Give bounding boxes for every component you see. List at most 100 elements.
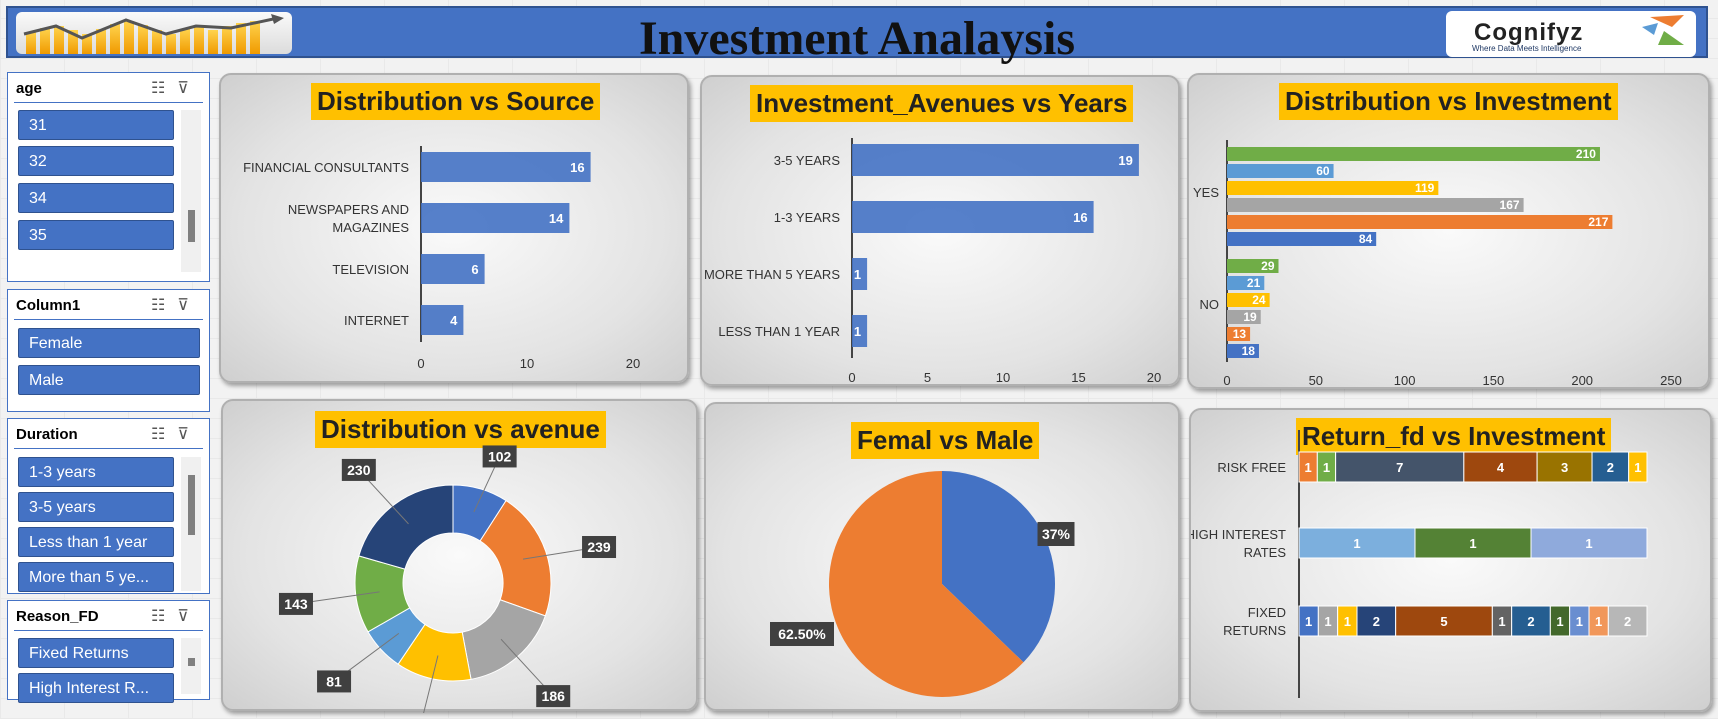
clear-filter-icon[interactable]: ⊽	[177, 297, 201, 314]
category-label: RATES	[1244, 545, 1287, 560]
tick-label: 50	[1309, 373, 1323, 388]
category-label: LESS THAN 1 YEAR	[718, 324, 840, 339]
data-label: 13	[1233, 327, 1247, 341]
slicer-item-high-interest-rates[interactable]: High Interest R...	[18, 673, 174, 703]
bar	[1227, 215, 1613, 229]
data-label: 186	[542, 688, 566, 704]
category-label: NEWSPAPERS AND	[288, 202, 409, 217]
category-label: 3-5 YEARS	[774, 153, 841, 168]
chart-title: Distribution vs avenue	[315, 411, 606, 448]
age-slicer: age ☷⊽ 31 32 34 35	[7, 72, 210, 282]
chart-title: Investment_Avenues vs Years	[750, 85, 1134, 122]
category-label: RETURNS	[1223, 623, 1286, 638]
data-label: 3	[1561, 460, 1568, 475]
data-label: 24	[1252, 293, 1266, 307]
slicer-item-more-than-5-years[interactable]: More than 5 ye...	[18, 562, 174, 592]
slicer-item-female[interactable]: Female	[18, 328, 200, 358]
tick-label: 200	[1571, 373, 1593, 388]
clear-filter-icon[interactable]: ⊽	[177, 608, 201, 625]
slicer-item-3-5-years[interactable]: 3-5 years	[18, 492, 174, 522]
data-label: 84	[1359, 232, 1373, 246]
donut-slice	[358, 484, 454, 570]
bar	[1227, 198, 1524, 212]
data-label: 62.50%	[778, 626, 826, 642]
bar-segment	[1511, 605, 1551, 637]
tick-label: 250	[1660, 373, 1682, 388]
data-label: 1	[1585, 536, 1592, 551]
bar	[1227, 164, 1334, 178]
slicer-item-fixed-returns[interactable]: Fixed Returns	[18, 638, 174, 668]
category-label: MORE THAN 5 YEARS	[704, 267, 840, 282]
multiselect-icon[interactable]: ☷	[150, 426, 178, 443]
data-label: 5	[1440, 614, 1447, 629]
slicer-item-less-than-1-year[interactable]: Less than 1 year	[18, 527, 174, 557]
distribution-vs-avenue-panel[interactable]: Distribution vs avenue 10223918613981143…	[221, 399, 698, 713]
category-label: 1-3 YEARS	[774, 210, 841, 225]
multiselect-icon[interactable]: ☷	[150, 80, 178, 97]
bar	[1227, 276, 1265, 290]
category-label: FIXED	[1248, 605, 1286, 620]
data-label: 1	[1556, 614, 1563, 629]
clear-filter-icon[interactable]: ⊽	[177, 426, 201, 443]
data-label: 1	[854, 324, 861, 339]
data-label: 2	[1607, 460, 1614, 475]
tick-label: 5	[924, 370, 931, 385]
data-label: 1	[1498, 614, 1505, 629]
multiselect-icon[interactable]: ☷	[150, 297, 178, 314]
tick-label: 0	[1223, 373, 1230, 388]
data-label: 2	[1624, 614, 1631, 629]
label-box	[317, 670, 352, 693]
brand-mark-icon	[1642, 15, 1684, 45]
slicer-item-1-3-years[interactable]: 1-3 years	[18, 457, 174, 487]
distribution-vs-investment-panel[interactable]: Distribution vs Investment 210 60 119 167 21…	[1187, 73, 1710, 389]
clear-filter-icon[interactable]: ⊽	[177, 80, 201, 97]
data-label: 1	[1305, 614, 1312, 629]
bar-segment	[1463, 451, 1538, 483]
slicer-title: Column1	[16, 297, 81, 314]
investment-avenues-vs-years-chart: 19 3-5 YEARS 16 1-3 YEARS 1 MORE THAN 5 YEARS…	[704, 138, 1161, 385]
label-box	[1037, 522, 1075, 546]
bar-segment	[1607, 605, 1648, 637]
data-label: 143	[284, 596, 308, 612]
slicer-item-34[interactable]: 34	[18, 183, 174, 213]
data-label: 14	[549, 211, 564, 226]
data-label: 1	[1344, 614, 1351, 629]
data-label: 1	[1305, 460, 1312, 475]
multiselect-icon[interactable]: ☷	[150, 608, 178, 625]
data-label: 1	[854, 267, 861, 282]
duration-slicer: Duration ☷⊽ 1-3 years 3-5 years Less tha…	[7, 418, 210, 594]
slicer-item-32[interactable]: 32	[18, 146, 174, 176]
tick-label: 20	[1147, 370, 1161, 385]
tick-label: 150	[1483, 373, 1505, 388]
slicer-item-31[interactable]: 31	[18, 110, 174, 140]
bar-segment	[1335, 451, 1465, 483]
female-vs-male-panel[interactable]: Femal vs Male 37% 62.50%	[704, 402, 1180, 711]
tick-label: 15	[1071, 370, 1085, 385]
dashboard-header: Investment Analaysis Cognifyz Where Data…	[6, 6, 1708, 65]
category-label: INTERNET	[344, 313, 409, 328]
column1-slicer: Column1 ☷⊽ Female Male	[7, 289, 210, 412]
data-label: 230	[347, 462, 371, 478]
distribution-vs-source-panel[interactable]: Distribution vs Source 16 FINANCIAL CONSU…	[219, 73, 689, 383]
slicer-item-male[interactable]: Male	[18, 365, 200, 395]
data-label: 1	[1469, 536, 1476, 551]
category-label: MAGAZINES	[332, 220, 409, 235]
data-label: 60	[1316, 164, 1330, 178]
bar	[852, 144, 1139, 176]
data-label: 21	[1247, 276, 1261, 290]
investment-avenues-vs-years-panel[interactable]: Investment_Avenues vs Years 19 3-5 YEARS 1…	[700, 75, 1180, 386]
data-label: 29	[1261, 259, 1275, 273]
scrollbar[interactable]	[181, 110, 201, 272]
data-label: 167	[1500, 198, 1520, 212]
data-label: 18	[1242, 344, 1256, 358]
data-label: 4	[450, 313, 458, 328]
bar	[1227, 181, 1439, 195]
donut-slice	[461, 599, 546, 680]
bar	[421, 203, 570, 233]
scrollbar[interactable]	[181, 638, 201, 694]
slicer-item-35[interactable]: 35	[18, 220, 174, 250]
data-label: 81	[326, 673, 342, 689]
scrollbar[interactable]	[181, 457, 201, 591]
bar	[852, 315, 868, 347]
